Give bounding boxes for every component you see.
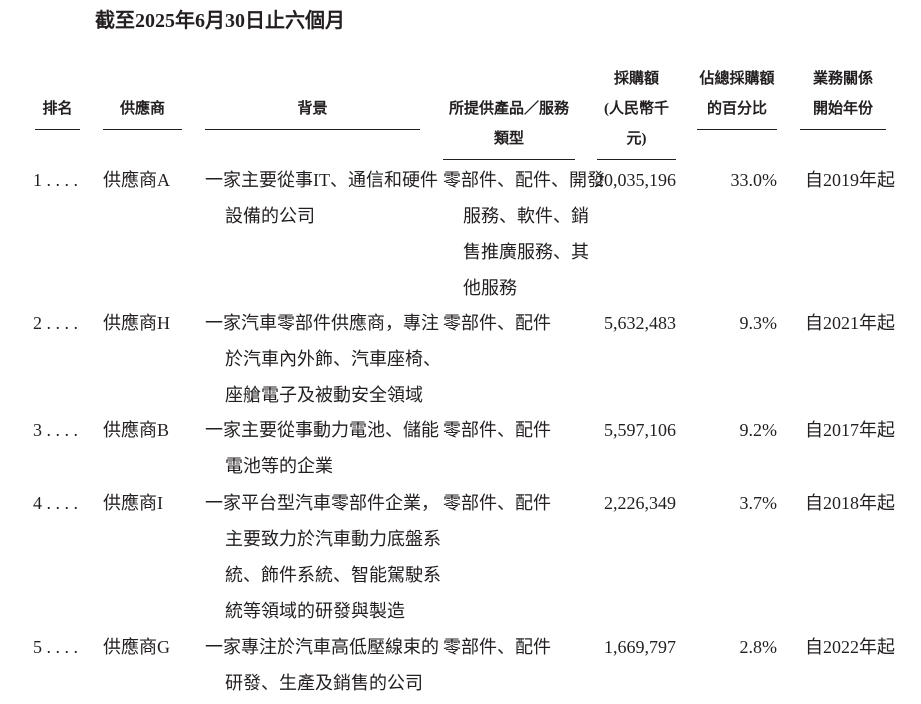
background-cell-line: 統等領域的研發與製造 [225,601,405,621]
header-line: 排名 [42,101,73,117]
header-products: 所提供產品／服務類型 [443,64,575,160]
amount-cell: 1,669,797 [604,637,676,657]
background-cell-line: 統、飾件系統、智能駕駛系 [225,565,441,585]
since-cell: 自2019年起 [805,170,895,190]
header-underline [35,129,80,130]
background-cell-line: 於汽車內外飾、汽車座椅、 [225,349,441,369]
products-cell-line: 零部件、配件 [443,637,551,657]
background-cell: 一家主要從事IT、通信和硬件設備的公司 [205,162,438,234]
percentage-cell: 9.2% [739,420,778,440]
header-line: 的百分比 [706,101,767,117]
background-cell: 一家平台型汽車零部件企業， 主要致力於汽車動力底盤系 統、飾件系統、智能駕駛系 統等領… [205,485,441,629]
header-since: 業務關係 開始年份 [800,64,886,130]
header-underline [597,159,676,160]
background-cell-line: 主要致力於汽車動力底盤系 [225,529,441,549]
background-cell: 一家專注於汽車高低壓線束的 研發、生產及銷售的公司 [205,629,439,701]
header-supplier: 供應商 [103,64,182,130]
rank-cell: 4 . . . . [33,493,78,513]
percentage-cell: 2.8% [739,637,778,657]
background-cell-line: 一家專注於汽車高低壓線束的 [205,637,439,657]
supplier-cell: 供應商A [103,170,170,190]
since-cell: 自2017年起 [805,420,895,440]
header-rank: 排名 [35,64,80,130]
background-cell-line: 研發、生產及銷售的公司 [225,673,423,693]
amount-cell: 2,226,349 [604,493,676,513]
header-percentage: 佔總採購額 的百分比 [697,64,777,130]
background-cell-line: 座艙電子及被動安全領域 [225,385,423,405]
header-line: (人民幣千元) [604,101,669,147]
rank-cell: 5 . . . . [33,637,78,657]
since-cell: 自2018年起 [805,493,895,513]
background-cell-line: 電池等的企業 [225,456,333,476]
products-cell: 零部件、配件 [443,412,551,448]
products-cell-line: 零部件、配件、開發 [443,170,605,190]
header-line: 佔總採購額 [699,71,775,87]
background-cell-line: 設備的公司 [225,206,315,226]
header-background: 背景 [205,64,420,130]
table-title: 截至2025年6月30日止六個月 [95,10,345,32]
header-amount: 採購額 (人民幣千元) [597,64,676,160]
header-underline [103,129,182,130]
products-cell-line: 零部件、配件 [443,420,551,440]
header-line: 背景 [297,101,328,117]
supplier-cell: 供應商G [103,637,170,657]
background-cell-line: 一家主要從事動力電池、儲能 [205,420,439,440]
amount-cell: 20,035,196 [595,170,676,190]
header-line [103,64,182,94]
header-underline [697,129,777,130]
header-line: 業務關係 [812,71,873,87]
percentage-cell: 33.0% [730,170,778,190]
percentage-cell: 9.3% [739,313,778,333]
header-line [35,64,80,94]
rank-cell: 2 . . . . [33,313,78,333]
supplier-cell: 供應商H [103,313,170,333]
background-cell: 一家主要從事動力電池、儲能電池等的企業 [205,412,439,484]
since-cell: 自2022年起 [805,637,895,657]
background-cell-line: 一家汽車零部件供應商，專注 [205,313,439,333]
products-cell: 零部件、配件、開發 服務、軟件、銷 售推廣服務、其 他服務 [443,162,605,306]
products-cell-line: 售推廣服務、其 [463,242,589,262]
header-underline [800,129,886,130]
products-cell: 零部件、配件 [443,629,551,665]
amount-cell: 5,632,483 [604,313,676,333]
background-cell: 一家汽車零部件供應商，專注於汽車內外飾、汽車座椅、 座艙電子及被動安全領域 [205,305,441,413]
since-cell: 自2021年起 [805,313,895,333]
rank-cell: 1 . . . . [33,170,78,190]
header-line: 供應商 [119,101,165,117]
amount-cell: 5,597,106 [604,420,676,440]
rank-cell: 3 . . . . [33,420,78,440]
header-line: 採購額 [613,71,659,87]
header-line [205,64,420,94]
products-cell-line: 服務、軟件、銷 [463,206,589,226]
products-cell-line: 他服務 [463,278,517,298]
header-underline [205,129,420,130]
background-cell-line: 一家主要從事IT、通信和硬件 [205,170,438,190]
percentage-cell: 3.7% [739,493,778,513]
products-cell-line: 零部件、配件 [443,493,551,513]
products-cell: 零部件、配件 [443,305,551,341]
header-underline [443,159,575,160]
supplier-cell: 供應商I [103,493,163,513]
header-line: 開始年份 [812,101,873,117]
products-cell-line: 零部件、配件 [443,313,551,333]
header-line [443,64,575,94]
products-cell: 零部件、配件 [443,485,551,521]
background-cell-line: 一家平台型汽車零部件企業， [205,493,439,513]
header-line: 所提供產品／服務類型 [448,101,569,147]
supplier-cell: 供應商B [103,420,170,440]
